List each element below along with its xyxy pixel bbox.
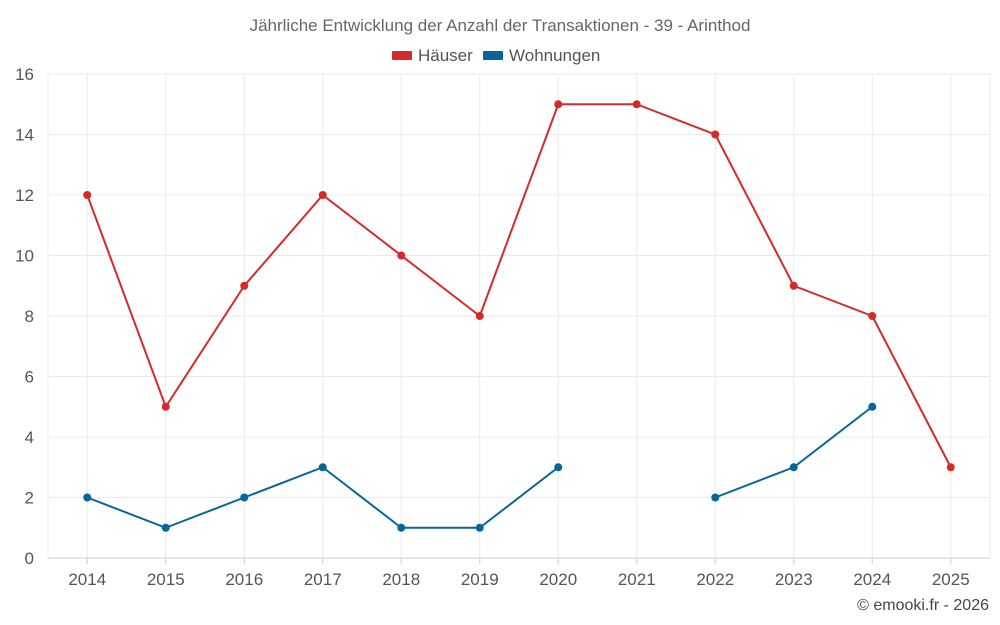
data-point-wohnungen[interactable] [868,402,877,411]
data-point-h-user[interactable] [554,100,563,109]
data-point-h-user[interactable] [711,130,720,139]
data-point-h-user[interactable] [161,402,170,411]
y-tick-label: 0 [25,549,34,568]
data-point-wohnungen[interactable] [318,463,327,472]
data-point-wohnungen[interactable] [475,523,484,532]
legend-label-haeuser[interactable]: Häuser [418,46,473,65]
data-point-wohnungen[interactable] [789,463,798,472]
x-tick-label: 2021 [618,570,656,589]
data-point-h-user[interactable] [318,191,327,199]
x-tick-label: 2022 [696,570,734,589]
y-tick-label: 10 [15,247,34,266]
y-tick-label: 6 [25,368,34,387]
series-line-h-user [86,103,952,468]
data-point-h-user[interactable] [789,281,798,290]
y-tick-label: 2 [25,489,34,508]
x-tick-label: 2024 [853,570,891,589]
data-point-h-user[interactable] [475,312,484,320]
y-tick-label: 8 [25,307,34,326]
data-point-h-user[interactable] [397,251,406,260]
x-tick-label: 2018 [382,570,420,589]
x-tick-label: 2020 [539,570,577,589]
x-tick-label: 2017 [304,570,342,589]
series [83,100,955,532]
axes: 0 2 4 6 8 10 12 14 16 2014 2015 2016 2017 2018 2019 202… [15,65,990,589]
series-h-user [83,100,955,472]
data-point-h-user[interactable] [240,281,249,290]
legend-swatch-wohnungen[interactable] [483,51,503,60]
data-point-wohnungen[interactable] [711,493,720,502]
data-point-h-user[interactable] [868,312,877,320]
x-tick-label: 2014 [68,570,106,589]
data-point-wohnungen[interactable] [397,523,406,532]
y-tick-label: 4 [25,428,34,447]
x-tick-label: 2023 [775,570,813,589]
legend-swatch-haeuser[interactable] [392,51,412,60]
y-tick-label: 14 [15,126,34,145]
legend-label-wohnungen[interactable]: Wohnungen [509,46,600,65]
x-tick-label: 2019 [461,570,499,589]
chart-title: Jährliche Entwicklung der Anzahl der Tra… [250,16,751,35]
series-wohnungen [83,402,877,532]
data-point-wohnungen[interactable] [161,523,170,532]
credit-text: © emooki.fr - 2026 [857,597,989,614]
data-point-wohnungen[interactable] [240,493,249,502]
data-point-h-user[interactable] [946,463,955,472]
grid [47,73,991,558]
legend: Häuser Wohnungen [392,46,600,65]
data-point-wohnungen[interactable] [83,493,92,502]
x-tick-label: 2015 [147,570,185,589]
x-tick-label: 2025 [932,570,970,589]
data-point-wohnungen[interactable] [554,463,563,472]
x-tick-label: 2016 [225,570,263,589]
y-tick-label: 12 [15,186,34,205]
data-point-h-user[interactable] [632,100,641,109]
data-point-h-user[interactable] [83,191,92,199]
y-tick-label: 16 [15,65,34,84]
